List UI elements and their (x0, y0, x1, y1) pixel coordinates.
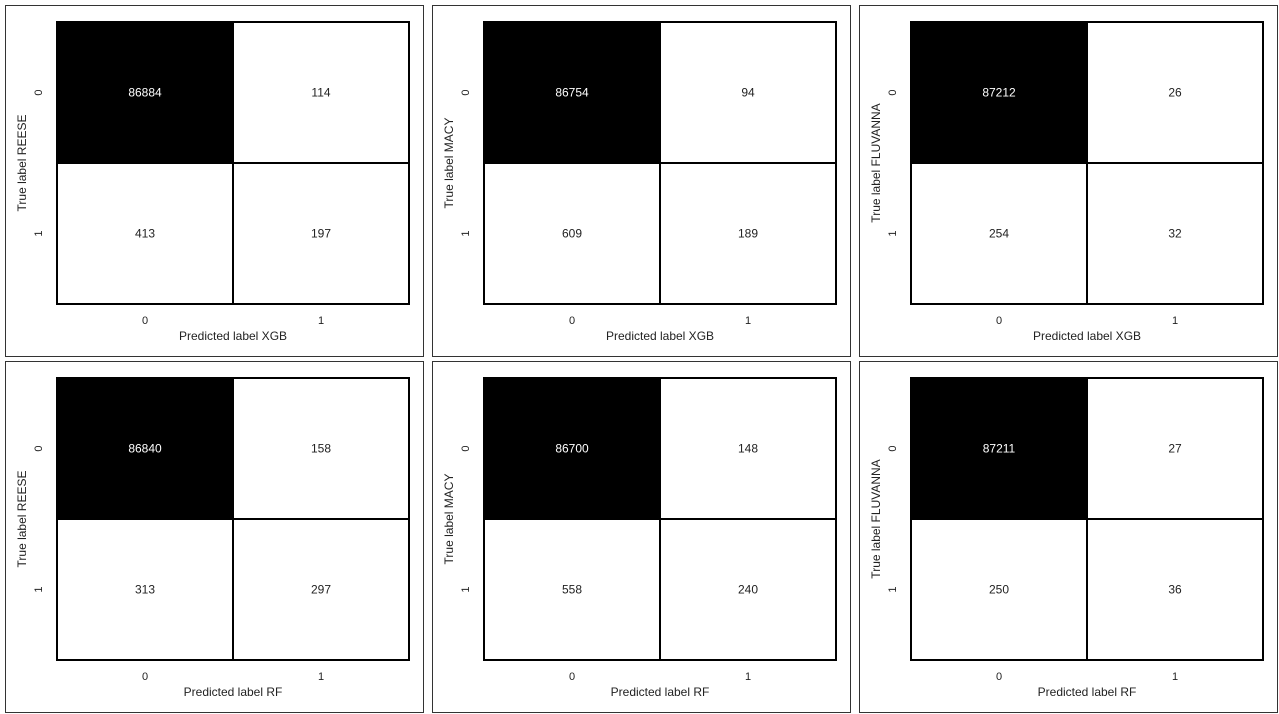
cell-value-label: 250 (989, 583, 1009, 597)
y-axis-label: True label REESE (15, 471, 29, 568)
cell-value-label: 86840 (128, 442, 162, 456)
y-axis-label: True label FLUVANNA (869, 459, 883, 578)
cell-value-label: 609 (562, 227, 582, 241)
cell-value-label: 197 (311, 227, 331, 241)
y-axis-label: True label REESE (15, 115, 29, 212)
cell-value-label: 87211 (983, 442, 1016, 456)
cell-value-label: 87212 (982, 86, 1016, 100)
matrix-cell (232, 518, 410, 661)
x-tick-label: 1 (318, 671, 324, 683)
confusion-matrix-panel: 87212 26 254 32 0 1 0 1 Predicted label XGB True … (859, 5, 1278, 357)
x-tick-label: 1 (1172, 315, 1178, 327)
matrix-border (910, 21, 1264, 305)
confusion-matrix-panel: 86884 114 413 197 0 1 0 1 Predicted label XGB Tru… (5, 5, 424, 357)
x-axis-label: Predicted label RF (1038, 685, 1137, 699)
confusion-matrix-panel: 86700 148 558 240 0 1 0 1 Predicted label RF True… (432, 361, 851, 713)
matrix-cell (483, 518, 661, 661)
x-tick-label: 0 (569, 315, 575, 327)
cell-value-label: 189 (738, 227, 758, 241)
matrix-cell (1086, 162, 1264, 305)
x-tick-label: 1 (318, 315, 324, 327)
y-axis-label: True label MACY (442, 118, 456, 209)
y-tick-label: 1 (887, 586, 899, 592)
cell-value-label: 558 (562, 583, 582, 597)
y-tick-label: 0 (460, 89, 472, 95)
x-tick-label: 0 (142, 315, 148, 327)
matrix-cell (483, 21, 661, 164)
cell-value-label: 86754 (555, 86, 589, 100)
y-tick-label: 0 (33, 445, 45, 451)
cell-value-label: 240 (738, 583, 758, 597)
y-tick-label: 1 (33, 586, 45, 592)
x-tick-label: 1 (1172, 671, 1178, 683)
x-tick-label: 1 (745, 315, 751, 327)
x-axis-label: Predicted label RF (184, 685, 283, 699)
cell-value-label: 313 (135, 583, 155, 597)
matrix-cell (56, 162, 234, 305)
matrix-cell (56, 377, 234, 520)
cell-value-label: 36 (1168, 583, 1182, 597)
cell-value-label: 86884 (128, 86, 162, 100)
y-tick-label: 0 (33, 89, 45, 95)
cell-value-label: 26 (1168, 86, 1182, 100)
confusion-matrix-panel: 87211 27 250 36 0 1 0 1 Predicted label RF True l… (859, 361, 1278, 713)
x-tick-label: 1 (745, 671, 751, 683)
cell-value-label: 158 (311, 442, 331, 456)
x-axis-label: Predicted label XGB (606, 329, 714, 343)
matrix-cell (232, 162, 410, 305)
matrix-cell (483, 162, 661, 305)
x-tick-label: 0 (569, 671, 575, 683)
confusion-matrix-svg: 86840 158 313 297 0 1 0 1 Predicted label RF True… (15, 377, 410, 699)
cell-value-label: 114 (311, 86, 330, 100)
y-tick-label: 0 (460, 445, 472, 451)
matrix-border (56, 21, 410, 305)
cell-value-label: 94 (741, 86, 755, 100)
cell-value-label: 413 (135, 227, 155, 241)
x-axis-label: Predicted label XGB (179, 329, 287, 343)
matrix-cell (910, 162, 1088, 305)
x-tick-label: 0 (142, 671, 148, 683)
y-tick-label: 1 (887, 230, 899, 236)
x-axis-label: Predicted label XGB (1033, 329, 1141, 343)
matrix-cell (232, 377, 410, 520)
cell-value-label: 27 (1168, 442, 1182, 456)
cell-value-label: 86700 (555, 442, 589, 456)
x-axis-label: Predicted label RF (611, 685, 710, 699)
cell-value-label: 148 (738, 442, 758, 456)
x-tick-label: 0 (996, 315, 1002, 327)
cell-value-label: 32 (1168, 227, 1182, 241)
matrix-border (483, 21, 837, 305)
matrix-cell (1086, 21, 1264, 164)
matrix-border (483, 377, 837, 661)
cell-value-label: 254 (989, 227, 1009, 241)
matrix-cell (659, 377, 837, 520)
confusion-matrix-svg: 86884 114 413 197 0 1 0 1 Predicted label XGB Tru… (15, 21, 410, 343)
matrix-border (56, 377, 410, 661)
y-tick-label: 1 (460, 586, 472, 592)
matrix-cell (659, 21, 837, 164)
y-tick-label: 0 (887, 445, 899, 451)
matrix-cell (910, 518, 1088, 661)
y-axis-label: True label FLUVANNA (869, 103, 883, 222)
confusion-matrix-panel: 86840 158 313 297 0 1 0 1 Predicted label RF True… (5, 361, 424, 713)
confusion-matrix-svg: 86700 148 558 240 0 1 0 1 Predicted label RF True… (442, 377, 837, 699)
cell-value-label: 297 (311, 583, 331, 597)
confusion-matrix-panel: 86754 94 609 189 0 1 0 1 Predicted label XGB True… (432, 5, 851, 357)
x-tick-label: 0 (996, 671, 1002, 683)
y-tick-label: 1 (460, 230, 472, 236)
y-tick-label: 1 (33, 230, 45, 236)
confusion-matrix-svg: 87212 26 254 32 0 1 0 1 Predicted label XGB True … (869, 21, 1264, 343)
confusion-matrix-svg: 86754 94 609 189 0 1 0 1 Predicted label XGB True… (442, 21, 837, 343)
matrix-border (910, 377, 1264, 661)
y-axis-label: True label MACY (442, 474, 456, 565)
y-tick-label: 0 (887, 89, 899, 95)
confusion-matrix-svg: 87211 27 250 36 0 1 0 1 Predicted label RF True l… (869, 377, 1264, 699)
matrix-cell (56, 21, 234, 164)
